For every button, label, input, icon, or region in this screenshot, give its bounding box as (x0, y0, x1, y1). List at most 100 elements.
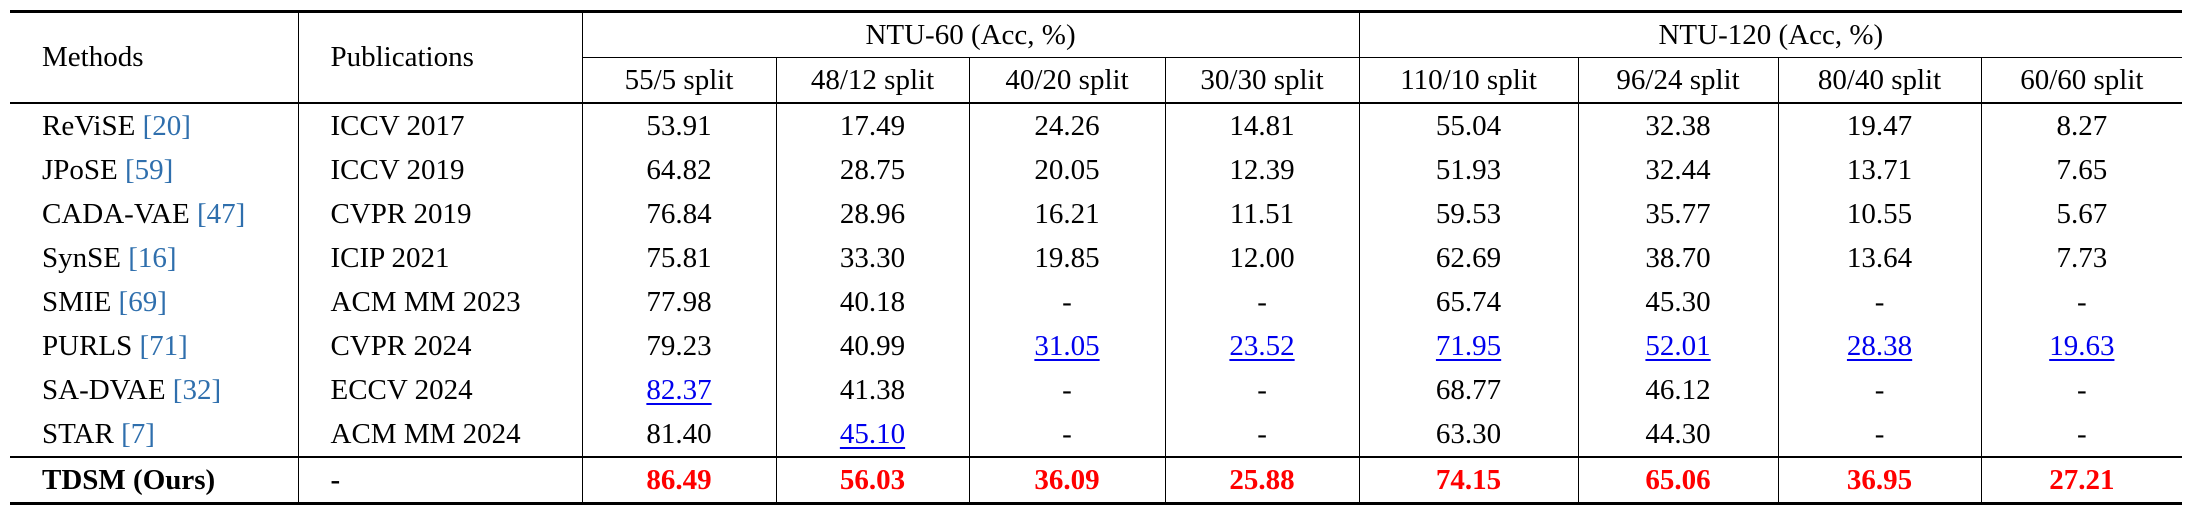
citation-link[interactable]: [32] (172, 373, 222, 406)
accuracy-value: 74.15 (1435, 463, 1502, 496)
accuracy-value: 45.30 (1645, 285, 1711, 318)
accuracy-value: 7.73 (2056, 241, 2108, 274)
accuracy-cell: 13.71 (1777, 148, 1982, 192)
header-row-1: Methods Publications NTU-60 (Acc, %) NTU… (10, 10, 2183, 103)
accuracy-value: 25.88 (1229, 463, 1295, 496)
method-name: TDSM (Ours) (10, 456, 298, 505)
header-split: 55/5 split (581, 57, 776, 103)
accuracy-cell: 20.05 (968, 148, 1165, 192)
header-split: 96/24 split (1577, 57, 1779, 103)
method-label: CADA-VAE (42, 197, 197, 230)
accuracy-cell: 19.85 (968, 236, 1165, 280)
method-label: STAR (42, 417, 122, 450)
accuracy-value: - (1257, 417, 1267, 450)
citation-link[interactable]: [47] (196, 197, 246, 230)
accuracy-cell: 33.30 (775, 236, 969, 280)
method-name: ReViSE [20] (10, 102, 298, 148)
citation-link[interactable]: [20] (142, 109, 191, 142)
accuracy-value: - (1257, 373, 1267, 406)
publication-venue: CVPR 2024 (297, 324, 582, 368)
accuracy-cell: 45.30 (1577, 280, 1779, 324)
accuracy-value: 52.01 (1645, 329, 1711, 362)
method-name: JPoSE [59] (10, 148, 298, 192)
accuracy-value: 68.77 (1435, 373, 1502, 406)
accuracy-cell: - (1980, 368, 2183, 412)
accuracy-cell: 24.26 (968, 102, 1165, 148)
header-split: 110/10 split (1358, 57, 1579, 103)
accuracy-cell: - (1980, 280, 2183, 324)
accuracy-value: 35.77 (1645, 197, 1711, 230)
accuracy-cell: - (968, 368, 1165, 412)
header-row-2: 55/5 split 48/12 split 40/20 split 30/30 sp… (10, 57, 2183, 103)
accuracy-cell: 56.03 (775, 456, 969, 505)
publication-venue: - (297, 456, 582, 505)
accuracy-cell: 38.70 (1577, 236, 1779, 280)
accuracy-value: 27.21 (2049, 463, 2115, 496)
method-name: CADA-VAE [47] (10, 192, 298, 236)
accuracy-cell: 31.05 (968, 324, 1165, 368)
accuracy-value: 36.09 (1034, 463, 1100, 496)
accuracy-value: 40.18 (839, 285, 906, 318)
publication-venue: ECCV 2024 (297, 368, 582, 412)
accuracy-cell: 81.40 (581, 412, 776, 457)
publication-venue: ACM MM 2023 (297, 280, 582, 324)
accuracy-cell: 82.37 (581, 368, 776, 412)
accuracy-value: 63.30 (1435, 417, 1502, 450)
accuracy-cell: 27.21 (1980, 456, 2183, 505)
accuracy-cell: 28.96 (775, 192, 969, 236)
accuracy-value: 59.53 (1435, 197, 1502, 230)
publication-venue: CVPR 2019 (297, 192, 582, 236)
accuracy-value: 76.84 (646, 197, 712, 230)
accuracy-cell: 40.18 (775, 280, 969, 324)
accuracy-value: 10.55 (1846, 197, 1913, 230)
method-label: TDSM (Ours) (42, 463, 216, 496)
accuracy-cell: 68.77 (1358, 368, 1579, 412)
accuracy-cell: 16.21 (968, 192, 1165, 236)
accuracy-value: 86.49 (646, 463, 712, 496)
table-body: ReViSE [20] ICCV 2017 53.91 17.49 24.26 14.81… (10, 102, 2183, 505)
accuracy-value: 65.06 (1645, 463, 1711, 496)
citation-link[interactable]: [71] (139, 329, 188, 362)
header-split: 48/12 split (775, 57, 969, 103)
accuracy-value: 28.75 (839, 153, 906, 186)
method-name: SMIE [69] (10, 280, 298, 324)
accuracy-cell: 28.38 (1777, 324, 1982, 368)
accuracy-cell: - (1164, 280, 1360, 324)
method-label: JPoSE (42, 153, 126, 186)
accuracy-value: 32.44 (1645, 153, 1711, 186)
citation-link[interactable]: [69] (118, 285, 167, 318)
citation-link[interactable]: [16] (128, 241, 177, 274)
citation-link[interactable]: [7] (121, 417, 155, 450)
citation-link[interactable]: [59] (125, 153, 174, 186)
table-row: JPoSE [59] ICCV 2019 64.82 28.75 20.05 12.39 5… (10, 148, 2183, 192)
accuracy-cell: - (1164, 368, 1360, 412)
accuracy-value: 12.39 (1229, 153, 1295, 186)
accuracy-cell: 8.27 (1980, 102, 2183, 148)
accuracy-value: 20.05 (1034, 153, 1100, 186)
accuracy-value: 64.82 (646, 153, 712, 186)
accuracy-cell: 40.99 (775, 324, 969, 368)
header-split: 40/20 split (968, 57, 1165, 103)
accuracy-cell: 46.12 (1577, 368, 1779, 412)
accuracy-value: 53.91 (646, 109, 712, 142)
accuracy-cell: 51.93 (1358, 148, 1579, 192)
accuracy-value: 19.63 (2049, 329, 2115, 362)
accuracy-value: 55.04 (1435, 109, 1502, 142)
method-name: STAR [7] (10, 412, 298, 457)
table-row: PURLS [71] CVPR 2024 79.23 40.99 31.05 23.52 7… (10, 324, 2183, 368)
accuracy-cell: - (1777, 412, 1982, 457)
accuracy-cell: 7.65 (1980, 148, 2183, 192)
method-name: SA-DVAE [32] (10, 368, 298, 412)
accuracy-cell: 10.55 (1777, 192, 1982, 236)
table-row: SMIE [69] ACM MM 2023 77.98 40.18- -65.74 45.… (10, 280, 2183, 324)
accuracy-value: 36.95 (1846, 463, 1913, 496)
accuracy-value: 81.40 (646, 417, 712, 450)
accuracy-cell: 62.69 (1358, 236, 1579, 280)
accuracy-value: 17.49 (839, 109, 906, 142)
method-label: SMIE (42, 285, 119, 318)
accuracy-value: - (1257, 285, 1267, 318)
accuracy-value: 46.12 (1645, 373, 1711, 406)
accuracy-value: 45.10 (839, 417, 906, 450)
accuracy-value: 41.38 (839, 373, 906, 406)
accuracy-value: - (1874, 285, 1885, 318)
